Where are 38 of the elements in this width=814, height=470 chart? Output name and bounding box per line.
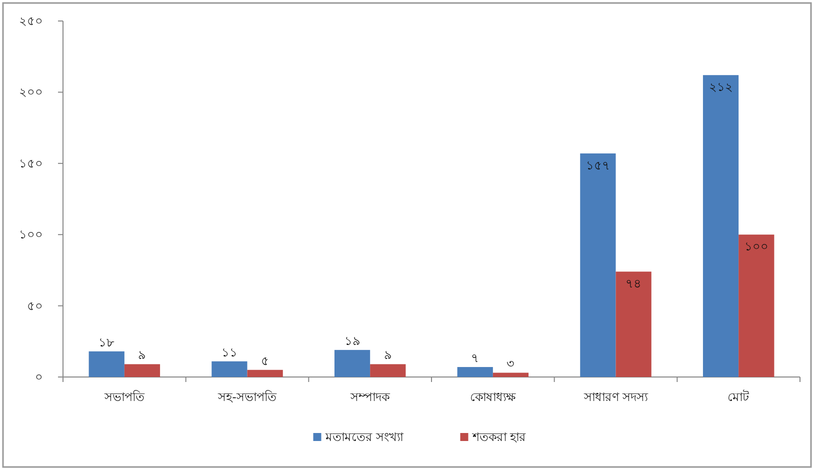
bar: [738, 234, 774, 377]
bar: [247, 370, 283, 377]
bar: [212, 361, 248, 377]
data-label: ৭৪: [626, 276, 642, 291]
bar: [124, 364, 160, 377]
bar: [492, 372, 529, 377]
data-label: ৯: [138, 348, 146, 362]
data-label: ১৫৭: [586, 158, 610, 172]
y-tick-label: ০: [35, 370, 43, 384]
x-tick-label: কোষাধ্যক্ষ: [470, 390, 516, 404]
data-label: ১১: [221, 345, 238, 360]
bar: [702, 75, 739, 377]
bar: [616, 272, 652, 377]
bar: [88, 351, 124, 377]
y-tick-label: ২০০: [19, 85, 43, 100]
bar: [457, 367, 493, 377]
x-tick-label: সহ-সভাপতি: [217, 390, 278, 404]
x-tick-label: মোট: [728, 390, 750, 404]
y-tick-label: ১৫০: [19, 156, 43, 170]
y-tick-label: ২৫০: [19, 14, 43, 28]
data-label: ২১২: [708, 80, 733, 94]
y-tick-label: ৫০: [27, 298, 43, 313]
x-tick-label: সভাপতি: [103, 390, 146, 404]
x-tick-label: সাধারণ সদস্য: [582, 390, 649, 404]
data-label: ১৯: [344, 334, 360, 348]
bar: [580, 153, 616, 377]
data-label: ৭: [471, 351, 480, 366]
x-tick-label: সম্পাদক: [350, 390, 391, 404]
y-tick-label: ১০০: [19, 228, 43, 242]
data-label: ১৮: [98, 335, 115, 350]
legend-label: মতামতের সংখ্যা: [324, 430, 404, 444]
data-label: ৯: [384, 348, 392, 362]
bar: [334, 350, 370, 377]
data-label: ৫: [261, 354, 270, 368]
data-label: ১০০: [744, 240, 768, 254]
bar: [370, 364, 406, 377]
data-label: ৩: [506, 356, 515, 371]
legend-label: শতকরা হার: [471, 430, 526, 444]
